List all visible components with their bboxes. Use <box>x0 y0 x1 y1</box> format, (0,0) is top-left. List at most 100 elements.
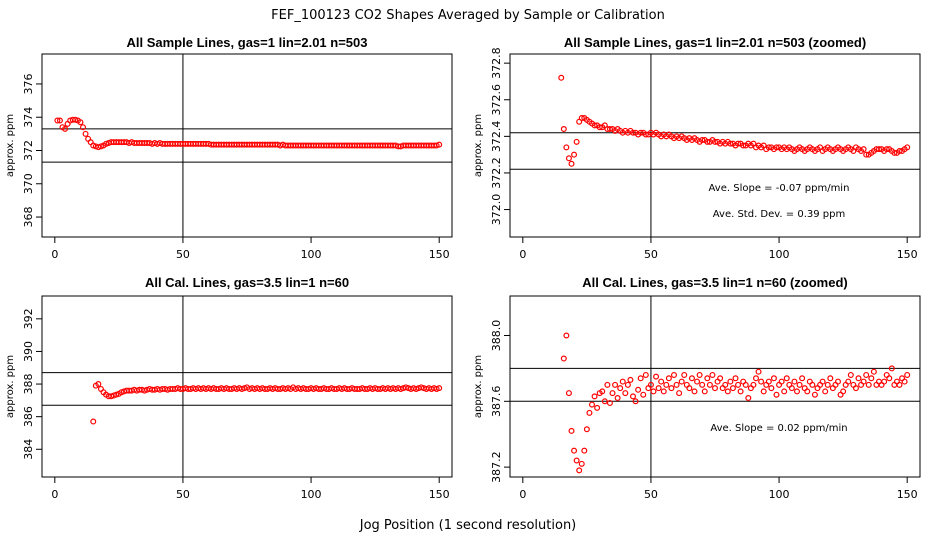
data-point <box>568 160 575 167</box>
data-point <box>711 138 718 145</box>
data-point <box>624 381 631 388</box>
data-point <box>732 375 739 382</box>
data-point <box>768 385 775 392</box>
plot-frame <box>41 295 453 478</box>
data-point <box>640 391 647 398</box>
data-point <box>642 131 649 138</box>
data-point <box>788 385 795 392</box>
panel-title: All Sample Lines, gas=1 lin=2.01 n=503 <box>127 35 368 50</box>
data-point <box>606 399 613 406</box>
data-point <box>436 385 443 392</box>
data-point <box>840 388 847 395</box>
y-tick-label: 372.4 <box>490 121 503 153</box>
data-point <box>704 375 711 382</box>
data-point <box>609 390 616 397</box>
data-point <box>77 119 84 126</box>
data-point <box>90 418 97 425</box>
y-tick-label: 387.6 <box>490 386 503 418</box>
data-point <box>847 371 854 378</box>
data-point <box>750 381 757 388</box>
data-point <box>799 375 806 382</box>
data-point <box>637 129 644 136</box>
panels: All Sample Lines, gas=1 lin=2.01 n=503 ap… <box>5 35 921 501</box>
data-point <box>576 467 583 474</box>
data-point <box>565 390 572 397</box>
x-tick-label: 100 <box>301 248 322 261</box>
data-point <box>90 142 97 149</box>
data-point <box>95 381 102 388</box>
plot-frame <box>509 295 921 478</box>
data-point <box>563 332 570 339</box>
data-point <box>433 385 440 392</box>
data-point <box>699 137 706 144</box>
data-point <box>619 378 626 385</box>
data-point <box>706 381 713 388</box>
data-point <box>673 381 680 388</box>
data-point <box>622 390 629 397</box>
data-point <box>896 147 903 154</box>
data-point <box>583 426 590 433</box>
data-point <box>778 378 785 385</box>
data-point <box>617 385 624 392</box>
data-point <box>629 393 636 400</box>
data-point <box>565 155 572 162</box>
data-point <box>709 371 716 378</box>
data-point <box>863 151 870 158</box>
y-tick-label: 372.0 <box>490 194 503 226</box>
x-tick-label: 150 <box>429 488 450 501</box>
data-point <box>668 385 675 392</box>
data-point <box>612 381 619 388</box>
data-point <box>824 381 831 388</box>
data-point <box>699 381 706 388</box>
y-axis-label: approx. ppm <box>5 114 16 177</box>
data-point <box>637 375 644 382</box>
data-point <box>870 368 877 375</box>
data-point <box>901 378 908 385</box>
panel-title: All Cal. Lines, gas=3.5 lin=1 n=60 <box>145 275 349 290</box>
data-point <box>891 149 898 156</box>
data-point <box>635 386 642 393</box>
data-point <box>781 388 788 395</box>
data-point <box>573 457 580 464</box>
data-point <box>54 117 61 124</box>
y-axis-label: approx. ppm <box>473 355 484 418</box>
data-point <box>560 126 567 133</box>
data-point <box>717 375 724 382</box>
data-point <box>113 391 120 398</box>
data-point <box>773 144 780 151</box>
data-point <box>571 447 578 454</box>
data-point <box>729 385 736 392</box>
y-tick-label: 387.2 <box>490 451 503 483</box>
data-point <box>888 365 895 372</box>
data-point <box>688 375 695 382</box>
chart-panel-4: All Cal. Lines, gas=3.5 lin=1 n=60 (zoom… <box>473 275 921 501</box>
data-point <box>855 375 862 382</box>
chart-panel-1: All Sample Lines, gas=1 lin=2.01 n=503 ap… <box>5 35 453 261</box>
data-point <box>822 388 829 395</box>
data-point <box>413 385 420 392</box>
y-tick-label: 390 <box>22 341 35 362</box>
data-point <box>79 124 86 131</box>
data-point <box>875 146 882 153</box>
y-tick-label: 374 <box>22 107 35 128</box>
x-tick-label: 0 <box>519 488 526 501</box>
data-point <box>110 392 117 399</box>
data-point <box>62 125 69 132</box>
data-point <box>742 381 749 388</box>
annotation: Ave. Std. Dev. = 0.39 ppm <box>713 209 845 220</box>
data-point <box>860 146 867 153</box>
x-tick-label: 150 <box>897 248 918 261</box>
data-point <box>650 388 657 395</box>
data-point <box>632 398 639 405</box>
data-point <box>573 138 580 145</box>
data-point <box>845 378 852 385</box>
data-point <box>238 385 245 392</box>
data-point <box>681 371 688 378</box>
data-point <box>765 144 772 151</box>
data-point <box>653 373 660 380</box>
data-point <box>658 378 665 385</box>
data-point <box>691 388 698 395</box>
x-tick-label: 50 <box>644 248 658 261</box>
data-point <box>724 388 731 395</box>
